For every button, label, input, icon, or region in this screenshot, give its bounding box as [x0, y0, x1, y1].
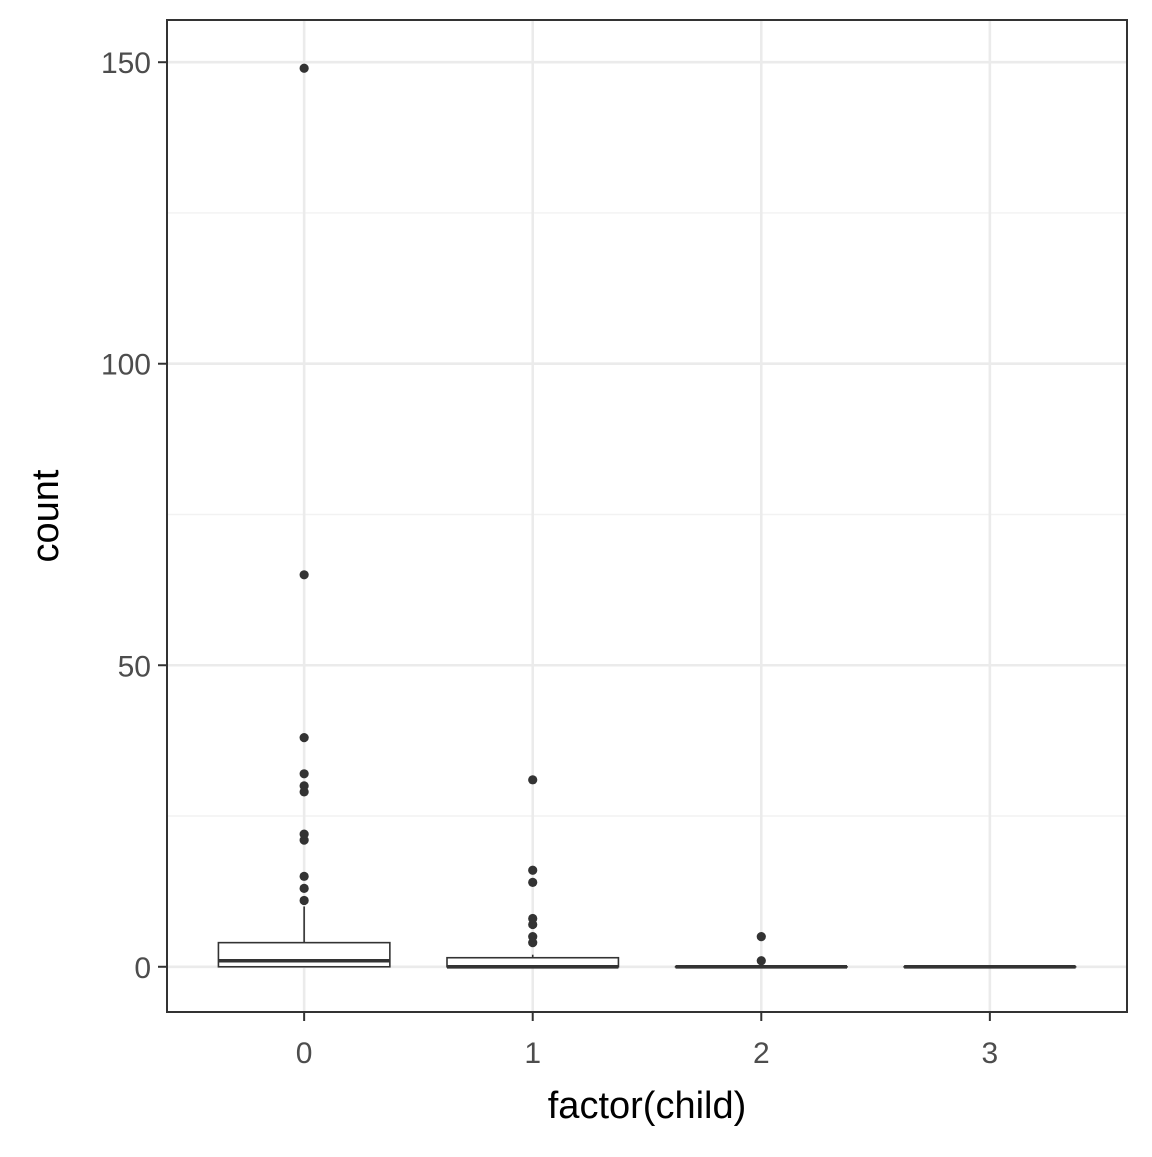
outlier-point: [528, 932, 537, 941]
outlier-point: [528, 775, 537, 784]
panel-border: [167, 20, 1127, 1012]
outlier-point: [300, 872, 309, 881]
outlier-point: [528, 878, 537, 887]
y-tick-label: 150: [101, 47, 151, 80]
outlier-point: [300, 570, 309, 579]
outlier-point: [300, 64, 309, 73]
outlier-point: [300, 830, 309, 839]
axes: 0 50 100 150 0 1 2 3: [101, 47, 998, 1070]
y-tick-label: 50: [118, 650, 151, 683]
x-axis-title: factor(child): [548, 1085, 747, 1127]
x-tick-label: 1: [524, 1037, 541, 1070]
outlier-point: [300, 733, 309, 742]
outlier-point: [757, 956, 766, 965]
y-tick-label: 0: [134, 952, 151, 985]
outlier-point: [528, 866, 537, 875]
grid-lines: [167, 20, 1127, 1012]
box: [218, 943, 389, 967]
x-tick-label: 3: [982, 1037, 999, 1070]
outlier-point: [528, 914, 537, 923]
outlier-point: [300, 769, 309, 778]
outlier-point: [300, 884, 309, 893]
y-tick-label: 100: [101, 349, 151, 382]
outlier-point: [300, 896, 309, 905]
x-tick-label: 2: [753, 1037, 770, 1070]
x-tick-label: 0: [296, 1037, 313, 1070]
boxes: [218, 906, 1075, 966]
outlier-point: [757, 932, 766, 941]
y-axis-title: count: [25, 469, 67, 562]
outlier-point: [300, 781, 309, 790]
